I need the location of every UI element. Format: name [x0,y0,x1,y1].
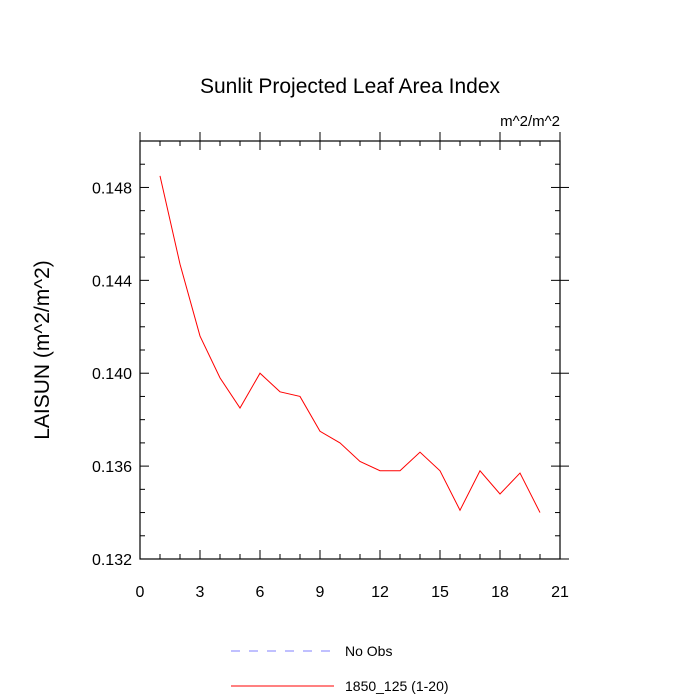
legend-label: 1850_125 (1-20) [345,678,449,694]
series-line [159,175,541,513]
x-tick-label: 9 [316,584,325,601]
plot-frame [139,140,561,560]
x-tick-label: 12 [371,584,389,601]
units-label: m^2/m^2 [500,113,560,130]
legend-label: No Obs [345,643,392,659]
series-layer [159,175,541,513]
y-tick-label: 0.140 [92,366,132,383]
x-tick-label: 6 [256,584,265,601]
legend: No Obs 1850_125 (1-20) [231,643,449,694]
x-tick-label: 3 [196,584,205,601]
y-tick-label: 0.144 [92,273,132,290]
y-axis-label: LAISUN (m^2/m^2) [31,260,54,440]
x-tick-label: 0 [136,584,145,601]
x-tick-label: 21 [551,584,569,601]
chart-title: Sunlit Projected Leaf Area Index [200,75,501,98]
axis-ticks: 0 3 6 9 12 15 18 21 0.132 0.136 0.140 0.144 0.148 [92,132,569,601]
x-tick-label: 18 [491,584,509,601]
y-tick-label: 0.148 [92,180,132,197]
y-tick-label: 0.132 [92,552,132,569]
x-tick-label: 15 [431,584,449,601]
y-tick-label: 0.136 [92,459,132,476]
